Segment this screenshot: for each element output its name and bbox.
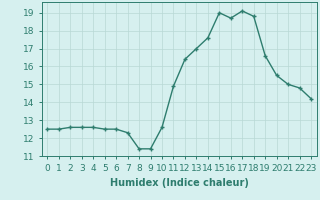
- X-axis label: Humidex (Indice chaleur): Humidex (Indice chaleur): [110, 178, 249, 188]
